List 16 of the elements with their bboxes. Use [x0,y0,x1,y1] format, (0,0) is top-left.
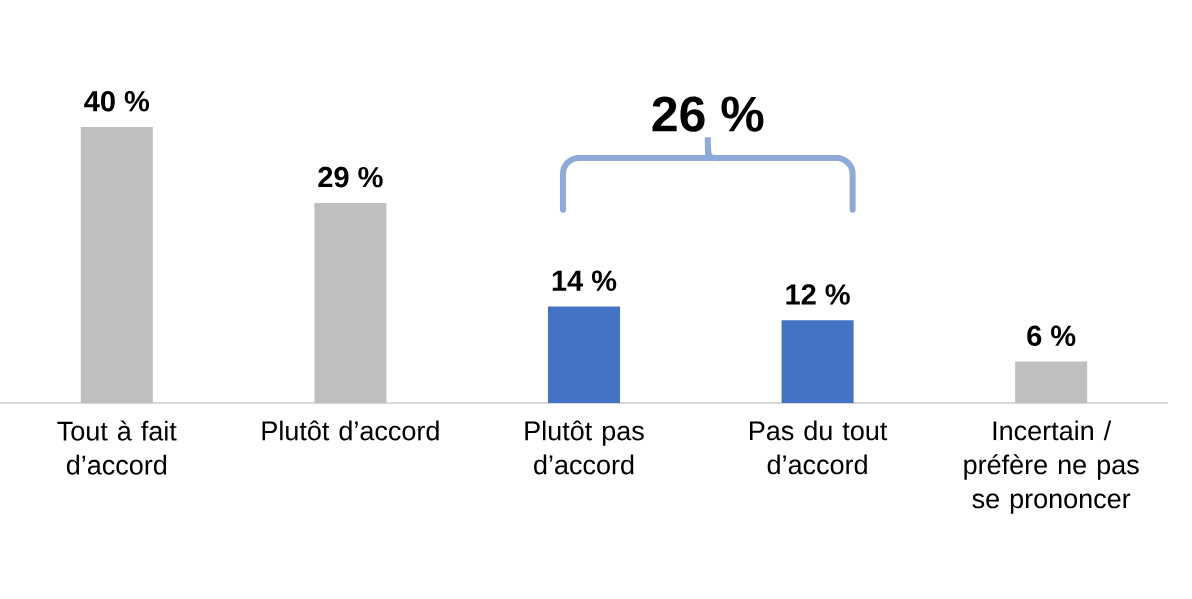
data-label: 29 % [318,166,383,188]
x-tick-label: Tout à fait d’accord [57,420,177,475]
data-label: 14 % [552,270,617,291]
bar [314,202,387,403]
bar [547,306,620,403]
data-label: 6 % [1027,325,1076,347]
x-tick-label: Plutôt d’accord [262,420,439,441]
data-label: 40 % [84,90,150,112]
x-tick-label: Pas du tout d’accord [750,420,888,475]
bar [781,320,854,403]
x-tick-label: Plutôt pas d’accord [525,420,644,475]
annotation: 26 % [652,96,764,132]
bar [80,127,153,403]
x-tick-label: Incertain / préfère ne pas se prononcer [964,420,1139,514]
data-label: 12 % [786,284,850,305]
bar [1015,361,1088,403]
